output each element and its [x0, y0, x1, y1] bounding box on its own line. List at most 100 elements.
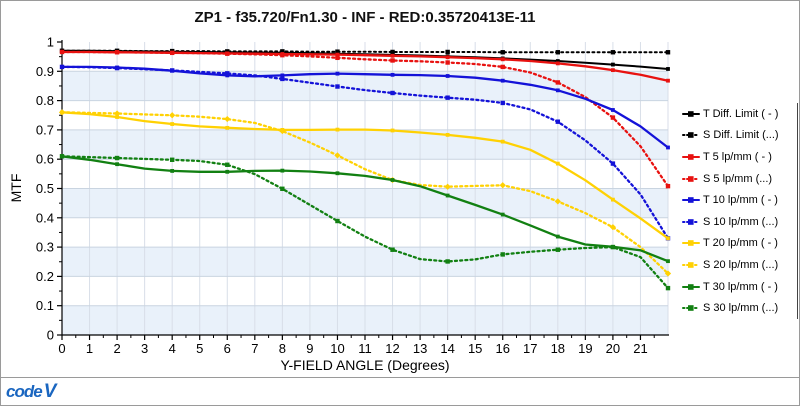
series-marker [169, 112, 176, 119]
legend-label: S 30 lp/mm (...) [703, 302, 779, 315]
series-marker [335, 171, 340, 176]
bottom-divider [0, 377, 800, 378]
series-curve-8 [60, 155, 670, 263]
x-tick-label: 21 [633, 341, 647, 356]
series-marker [500, 64, 505, 70]
x-tick-label: 0 [58, 341, 65, 356]
x-tick-label: 14 [440, 341, 454, 356]
series-curve-9 [60, 155, 670, 290]
series-marker [445, 60, 450, 65]
x-axis-title: Y-FIELD ANGLE (Degrees) [62, 357, 668, 373]
series-marker [225, 71, 230, 76]
series-marker [59, 154, 65, 159]
logo-text-code: code [6, 382, 43, 401]
series-marker [555, 247, 561, 252]
series-marker [445, 74, 450, 78]
series-marker [555, 119, 561, 124]
series-marker [280, 168, 285, 173]
codev-logo: code V [6, 381, 56, 403]
legend-marker-icon [682, 262, 700, 268]
x-tick-label: 8 [279, 341, 286, 356]
series-curve-6 [60, 111, 670, 240]
series-marker [280, 76, 285, 82]
legend-item-6: T 20 lp/mm ( - ) [682, 233, 794, 255]
series-marker [390, 178, 395, 182]
series-marker [500, 78, 505, 83]
x-tick-label: 5 [196, 341, 203, 356]
series-marker [445, 49, 450, 55]
x-tick-label: 4 [169, 341, 176, 356]
series-marker [500, 50, 505, 55]
series-marker [666, 259, 670, 264]
legend-item-0: T Diff. Limit ( - ) [682, 103, 794, 125]
x-tick-label: 13 [413, 341, 427, 356]
series-marker [555, 50, 561, 55]
series-marker [280, 186, 285, 191]
y-tick-label: 0.1 [36, 298, 54, 313]
series-marker [665, 285, 671, 291]
series-marker [335, 84, 340, 89]
series-marker [59, 64, 65, 70]
y-tick-label: 0 [47, 328, 54, 343]
series-marker [445, 193, 450, 198]
y-tick-label: 0.9 [36, 64, 54, 79]
series-marker [610, 244, 616, 250]
legend-marker-icon [682, 218, 700, 225]
x-tick-label: 18 [551, 341, 565, 356]
legend-label: T 30 lp/mm ( - ) [703, 280, 778, 293]
chart-title: ZP1 - f35.720/Fn1.30 - INF - RED:0.35720… [194, 9, 536, 26]
legend-item-8: T 30 lp/mm ( - ) [682, 276, 794, 298]
y-tick-label: 0.2 [36, 269, 54, 284]
series-marker [169, 68, 175, 73]
series-marker [390, 58, 395, 63]
y-axis-title: MTF [8, 173, 24, 203]
series-marker [280, 73, 285, 78]
legend-marker-icon [682, 154, 700, 160]
series-marker [225, 125, 230, 130]
legend-label: S 5 lp/mm (...) [703, 172, 773, 185]
series-marker [445, 259, 450, 264]
series-marker [611, 62, 615, 67]
legend-item-4: T 10 lp/mm ( - ) [682, 189, 794, 211]
legend-label: T 20 lp/mm ( - ) [703, 237, 778, 250]
x-tick-label: 2 [113, 341, 120, 356]
y-tick-label: 0.5 [36, 181, 54, 196]
legend-item-1: S Diff. Limit (...) [682, 125, 794, 147]
x-tick-label: 16 [495, 341, 509, 356]
legend-marker-icon [682, 132, 700, 139]
legend: T Diff. Limit ( - ) S Diff. Limit (...) T … [682, 103, 798, 319]
x-tick-label: 3 [141, 341, 148, 356]
legend-marker-icon [682, 197, 700, 203]
series-marker [666, 145, 670, 150]
series-marker [169, 157, 175, 162]
series-curve-5 [60, 65, 670, 240]
series-marker [610, 50, 616, 55]
series-marker [611, 68, 615, 73]
series-marker [335, 218, 340, 224]
series-marker [58, 109, 66, 116]
series-marker [445, 132, 450, 137]
series-marker [390, 53, 395, 58]
y-tick-label: 0.8 [36, 93, 54, 108]
series-marker [279, 127, 286, 135]
series-marker [500, 100, 505, 106]
legend-label: T Diff. Limit ( - ) [703, 107, 779, 120]
series-marker [555, 88, 560, 93]
series-marker [610, 161, 616, 166]
series-marker [555, 80, 561, 85]
series-marker [115, 115, 119, 119]
x-tick-label: 10 [330, 341, 344, 356]
series-marker [335, 127, 340, 132]
legend-item-5: S 10 lp/mm (...) [682, 211, 794, 233]
series-marker [666, 236, 670, 241]
series-marker [59, 49, 65, 55]
series-marker [555, 234, 560, 239]
x-tick-label: 17 [523, 341, 537, 356]
y-tick-label: 0.4 [36, 210, 54, 225]
y-tick-label: 1 [47, 35, 54, 50]
x-tick-label: 15 [468, 341, 482, 356]
legend-item-2: T 5 lp/mm ( - ) [682, 146, 794, 168]
legend-label: S 20 lp/mm (...) [703, 258, 779, 271]
series-marker [611, 108, 615, 112]
